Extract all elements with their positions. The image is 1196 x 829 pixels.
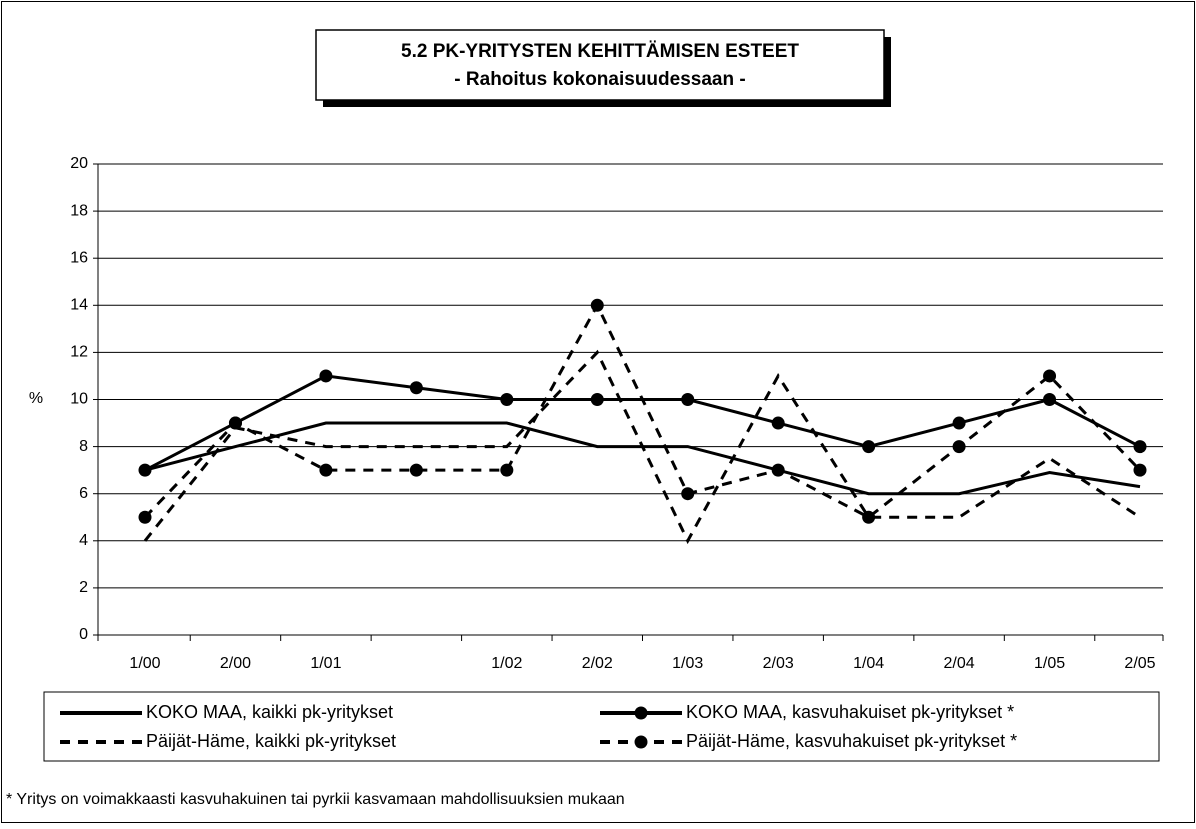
series-marker <box>952 440 966 454</box>
series-marker <box>138 463 152 477</box>
series-marker <box>771 416 785 430</box>
x-tick-label: 2/05 <box>1124 655 1155 672</box>
y-tick-label: 16 <box>70 249 88 266</box>
series-line <box>143 349 1141 545</box>
legend-marker <box>634 706 648 720</box>
y-tick-label: 14 <box>70 297 88 314</box>
series-marker <box>138 510 152 524</box>
x-tick-label: 1/03 <box>672 655 703 672</box>
legend-marker <box>634 735 648 749</box>
y-tick-label: 12 <box>70 344 88 361</box>
y-tick-label: 0 <box>79 626 88 643</box>
title-box <box>315 29 885 101</box>
x-tick-label: 2/02 <box>582 655 613 672</box>
chart-subtitle: - Rahoitus kokonaisuudessaan - <box>454 69 745 90</box>
y-tick-label: 20 <box>70 155 88 172</box>
x-tick-label: 1/05 <box>1034 655 1065 672</box>
series-marker <box>500 393 514 406</box>
series-marker <box>681 487 695 501</box>
x-tick-label: 2/03 <box>763 655 794 672</box>
x-tick-label: 1/00 <box>129 655 160 672</box>
y-tick-label: 10 <box>70 391 88 408</box>
x-tick-label: 2/04 <box>944 655 975 672</box>
y-tick-label: 6 <box>79 485 88 502</box>
legend-label: Päijät-Häme, kasvuhakuiset pk-yritykset … <box>686 731 1017 751</box>
legend-box <box>43 691 1160 762</box>
series-marker <box>409 463 423 477</box>
series-marker <box>319 463 333 477</box>
series-marker <box>952 416 966 430</box>
x-tick-label: 2/00 <box>220 655 251 672</box>
x-tick-label: 1/02 <box>491 655 522 672</box>
series-marker <box>771 463 785 477</box>
series-marker <box>1133 463 1147 477</box>
series-marker <box>1043 369 1057 383</box>
chart-title: 5.2 PK-YRITYSTEN KEHITTÄMISEN ESTEET <box>401 41 799 62</box>
legend-label: KOKO MAA, kaikki pk-yritykset <box>146 702 393 722</box>
y-tick-label: 4 <box>79 532 88 549</box>
series-marker <box>1133 440 1147 454</box>
y-tick-label: 18 <box>70 202 88 219</box>
y-tick-label: 2 <box>79 579 88 596</box>
series-line <box>143 302 1142 520</box>
series-marker <box>862 440 876 454</box>
series-marker <box>500 463 514 477</box>
series-marker <box>862 510 876 524</box>
series-marker <box>228 416 242 430</box>
series-marker <box>319 369 333 383</box>
footnote: * Yritys on voimakkaasti kasvuhakuinen t… <box>6 791 625 808</box>
legend-label: KOKO MAA, kasvuhakuiset pk-yritykset * <box>686 702 1014 722</box>
legend-label: Päijät-Häme, kaikki pk-yritykset <box>146 731 396 751</box>
series-marker <box>681 393 695 406</box>
series-marker <box>590 298 604 312</box>
series-marker <box>409 381 423 395</box>
x-tick-label: 1/01 <box>310 655 341 672</box>
x-tick-label: 1/04 <box>853 655 884 672</box>
y-tick-label: 8 <box>79 438 88 455</box>
y-axis-label: % <box>29 390 43 407</box>
series-marker <box>1043 393 1057 406</box>
series-marker <box>590 393 604 406</box>
